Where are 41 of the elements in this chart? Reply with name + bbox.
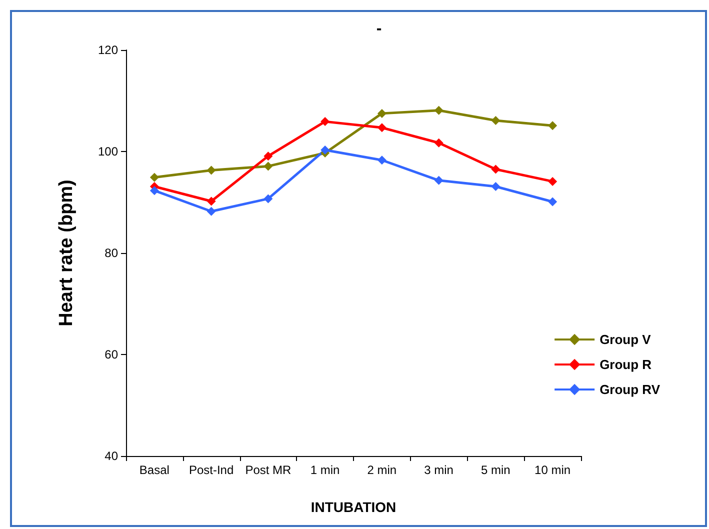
y-tick-label: 100 xyxy=(98,144,118,158)
x-tick-label: 5 min xyxy=(481,463,510,477)
legend-label: Group RV xyxy=(600,382,660,397)
point xyxy=(206,206,216,216)
point xyxy=(150,172,159,182)
x-tick-label: Post-Ind xyxy=(188,463,234,477)
point xyxy=(264,162,273,171)
y-tick-label: 120 xyxy=(98,43,118,57)
point xyxy=(548,121,558,130)
legend-label: Group R xyxy=(600,357,652,372)
legend-label: Group V xyxy=(600,332,652,347)
point xyxy=(548,197,558,206)
point xyxy=(434,176,444,185)
y-axis-title: Heart rate (bpm) xyxy=(56,180,77,326)
point xyxy=(434,138,444,148)
x-tick-label: 1 min xyxy=(310,463,340,477)
chart-title: - xyxy=(376,20,382,38)
x-tick-label: Basal xyxy=(139,463,170,477)
point xyxy=(150,186,159,196)
x-tick-label: Post MR xyxy=(245,463,292,477)
point xyxy=(548,176,558,186)
point xyxy=(491,116,500,126)
x-tick-label: 2 min xyxy=(367,463,397,477)
y-tick-label: 40 xyxy=(104,449,118,463)
x-tick-label: 10 min xyxy=(534,463,571,477)
point xyxy=(491,164,500,174)
y-tick-label: 60 xyxy=(104,348,118,362)
x-tick-label: 3 min xyxy=(424,463,454,477)
point xyxy=(206,196,216,206)
y-tick-label: 80 xyxy=(104,246,118,260)
point xyxy=(320,145,330,154)
point xyxy=(377,156,386,165)
point xyxy=(264,194,273,204)
point xyxy=(377,108,386,118)
point xyxy=(206,166,216,175)
point xyxy=(491,182,500,192)
point xyxy=(264,152,273,161)
point xyxy=(320,117,330,126)
point xyxy=(377,123,386,132)
point xyxy=(434,106,444,115)
x-axis-title: INTUBATION xyxy=(310,499,396,515)
